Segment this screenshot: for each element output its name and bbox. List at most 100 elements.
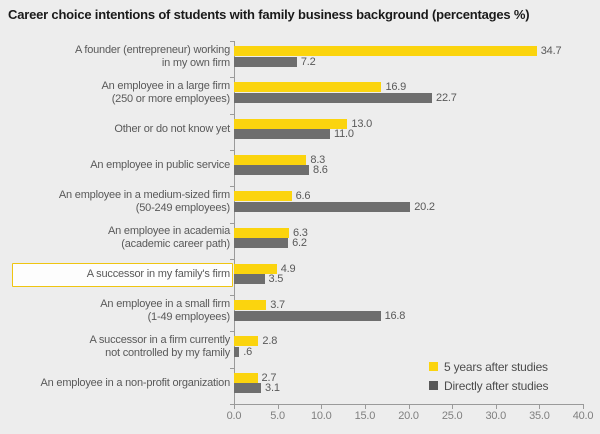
bar-direct bbox=[234, 129, 330, 140]
bar-direct bbox=[234, 346, 240, 357]
category-label-line: An employee in a non-profit organization bbox=[40, 376, 230, 389]
value-label-direct: 3.5 bbox=[268, 273, 284, 286]
bar-5yr bbox=[234, 263, 277, 274]
x-axis-tick-label: 30.0 bbox=[485, 410, 507, 422]
category-label: An employee in academia (academic career … bbox=[0, 223, 230, 254]
value-label-direct: 8.6 bbox=[313, 164, 328, 177]
legend-item-5yr: 5 years after studies bbox=[429, 357, 548, 376]
legend-swatch-direct-icon bbox=[429, 381, 438, 390]
x-axis-tick bbox=[452, 405, 454, 409]
category-label-line: (250 or more employees) bbox=[111, 92, 230, 105]
category-label-line: A successor in a firm currently bbox=[89, 333, 230, 346]
legend-swatch-5yr-icon bbox=[429, 362, 438, 371]
chart-title: Career choice intentions of students wit… bbox=[8, 7, 530, 22]
category-label-line: An employee in public service bbox=[90, 158, 230, 171]
y-axis-tick bbox=[230, 77, 234, 79]
value-label-5yr: 8.3 bbox=[310, 153, 326, 166]
bar-5yr bbox=[234, 336, 259, 347]
x-axis-tick bbox=[364, 405, 366, 409]
y-axis-tick bbox=[230, 41, 234, 42]
bar-5yr bbox=[234, 191, 292, 202]
chart-row: Other or do not know yet 13.0 11.0 bbox=[0, 114, 600, 150]
category-label: A successor in a firm currently not contr… bbox=[0, 331, 230, 362]
bar-direct bbox=[234, 92, 433, 103]
x-axis-tick bbox=[234, 405, 235, 409]
y-axis-tick bbox=[230, 222, 234, 224]
category-label-line: An employee in a small firm bbox=[100, 297, 230, 310]
x-axis-tick bbox=[277, 405, 279, 409]
category-label-line: not controlled by my family bbox=[105, 346, 230, 359]
chart-row: A successor in my family's firm 4.9 3.5 bbox=[0, 259, 600, 295]
value-label-5yr: 4.9 bbox=[280, 262, 296, 275]
highlight-box bbox=[12, 262, 233, 287]
bar-direct bbox=[234, 56, 297, 67]
chart-row: A founder (entrepreneur) working in my ow… bbox=[0, 41, 600, 77]
y-axis-tick bbox=[230, 258, 234, 260]
category-label-line: (1-49 employees) bbox=[147, 310, 231, 323]
value-label-5yr: 6.3 bbox=[292, 226, 308, 239]
x-axis-tick-label: 15.0 bbox=[354, 410, 376, 422]
value-label-5yr: 13.0 bbox=[351, 117, 373, 130]
category-label-line: An employee in a large firm bbox=[101, 79, 231, 92]
value-label-direct: .6 bbox=[243, 345, 253, 358]
x-axis-tick bbox=[408, 405, 410, 409]
chart-row: An employee in a small firm (1-49 employe… bbox=[0, 295, 600, 331]
x-axis-line bbox=[234, 404, 584, 405]
category-label-line: Other or do not know yet bbox=[114, 122, 230, 135]
x-axis-tick-label: 5.0 bbox=[270, 410, 285, 422]
value-label-5yr: 16.9 bbox=[385, 81, 407, 94]
chart-row: A successor in a firm currently not contr… bbox=[0, 331, 600, 367]
chart-row: An employee in academia (academic career … bbox=[0, 223, 600, 259]
x-axis-tick-label: 40.0 bbox=[572, 410, 594, 422]
bar-direct bbox=[234, 238, 289, 248]
bar-direct bbox=[234, 383, 262, 394]
legend-item-direct: Directly after studies bbox=[429, 376, 549, 395]
bar-5yr bbox=[234, 82, 382, 93]
value-label-direct: 16.8 bbox=[384, 309, 406, 322]
y-axis-tick bbox=[230, 404, 234, 405]
legend-label-direct: Directly after studies bbox=[444, 378, 549, 393]
category-label-line: An employee in academia bbox=[108, 225, 230, 237]
value-label-5yr: 2.8 bbox=[262, 335, 278, 348]
bar-direct bbox=[234, 165, 310, 176]
x-axis-tick bbox=[495, 405, 497, 409]
category-label: Other or do not know yet bbox=[0, 114, 230, 145]
bar-5yr bbox=[234, 118, 348, 129]
bar-direct bbox=[234, 310, 381, 321]
bar-5yr bbox=[234, 227, 289, 238]
x-axis-tick bbox=[583, 405, 584, 409]
bar-direct bbox=[234, 274, 265, 285]
y-axis-tick bbox=[230, 149, 234, 151]
category-label: An employee in a non-profit organization bbox=[0, 368, 230, 399]
value-label-direct: 7.2 bbox=[300, 55, 316, 68]
y-axis-tick bbox=[230, 367, 234, 369]
x-axis-tick-label: 0.0 bbox=[226, 410, 242, 422]
y-axis-tick bbox=[230, 295, 234, 297]
value-label-direct: 6.2 bbox=[292, 237, 307, 249]
category-label: An employee in a small firm (1-49 employe… bbox=[0, 295, 230, 326]
value-label-5yr: 34.7 bbox=[540, 45, 562, 57]
y-axis-tick bbox=[230, 186, 234, 188]
legend-label-5yr: 5 years after studies bbox=[444, 359, 548, 374]
category-label: An employee in a medium-sized firm (50-24… bbox=[0, 186, 230, 217]
category-label: A founder (entrepreneur) working in my ow… bbox=[0, 41, 230, 72]
category-label: A successor in my family's firm bbox=[0, 259, 230, 290]
legend: 5 years after studies Directly after stu… bbox=[429, 357, 549, 395]
value-label-direct: 20.2 bbox=[414, 200, 435, 213]
x-axis-tick-label: 35.0 bbox=[529, 410, 550, 422]
bar-5yr bbox=[234, 372, 258, 383]
category-label-line: An employee in a medium-sized firm bbox=[58, 188, 230, 201]
bar-5yr bbox=[234, 300, 267, 311]
value-label-5yr: 2.7 bbox=[261, 371, 277, 384]
chart-row: An employee in a medium-sized firm (50-24… bbox=[0, 186, 600, 222]
x-axis-tick-label: 20.0 bbox=[398, 410, 419, 422]
bar-direct bbox=[234, 201, 411, 212]
category-label-line: A successor in my family's firm bbox=[86, 267, 230, 280]
x-axis-tick bbox=[539, 405, 541, 409]
category-label-line: (academic career path) bbox=[121, 238, 230, 250]
bar-5yr bbox=[234, 154, 307, 165]
category-label-line: in my own firm bbox=[161, 56, 230, 69]
x-axis-tick-label: 25.0 bbox=[441, 410, 463, 422]
y-axis-tick bbox=[230, 331, 234, 333]
value-label-5yr: 6.6 bbox=[295, 190, 311, 203]
